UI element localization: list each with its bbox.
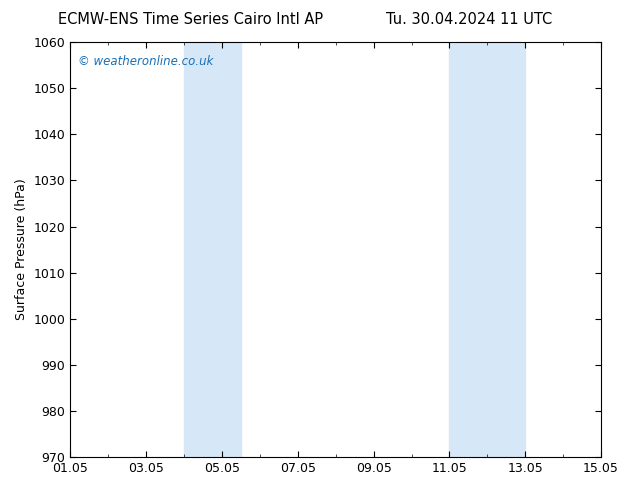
Text: Tu. 30.04.2024 11 UTC: Tu. 30.04.2024 11 UTC	[386, 12, 552, 27]
Bar	[184, 42, 241, 457]
Bar	[450, 42, 525, 457]
Text: ECMW-ENS Time Series Cairo Intl AP: ECMW-ENS Time Series Cairo Intl AP	[58, 12, 323, 27]
Text: © weatheronline.co.uk: © weatheronline.co.uk	[78, 54, 214, 68]
Y-axis label: Surface Pressure (hPa): Surface Pressure (hPa)	[15, 179, 28, 320]
